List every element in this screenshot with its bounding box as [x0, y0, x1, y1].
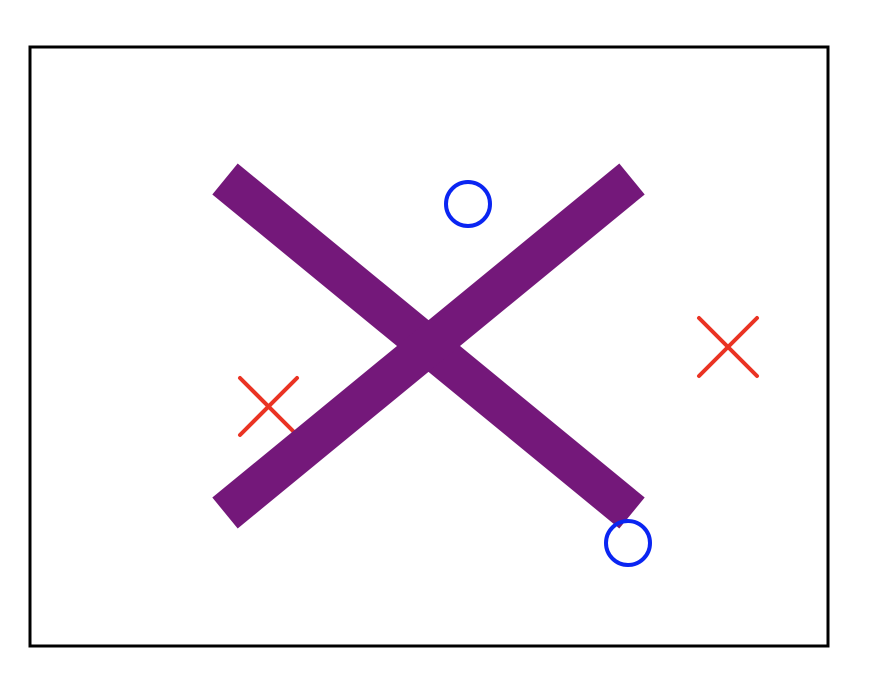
- top-blue-circle: [444, 180, 492, 228]
- left-red-cross: [238, 376, 299, 437]
- bottom-right-blue-circle: [604, 519, 652, 567]
- right-red-cross: [697, 316, 759, 378]
- big-purple-cross: [212, 163, 645, 529]
